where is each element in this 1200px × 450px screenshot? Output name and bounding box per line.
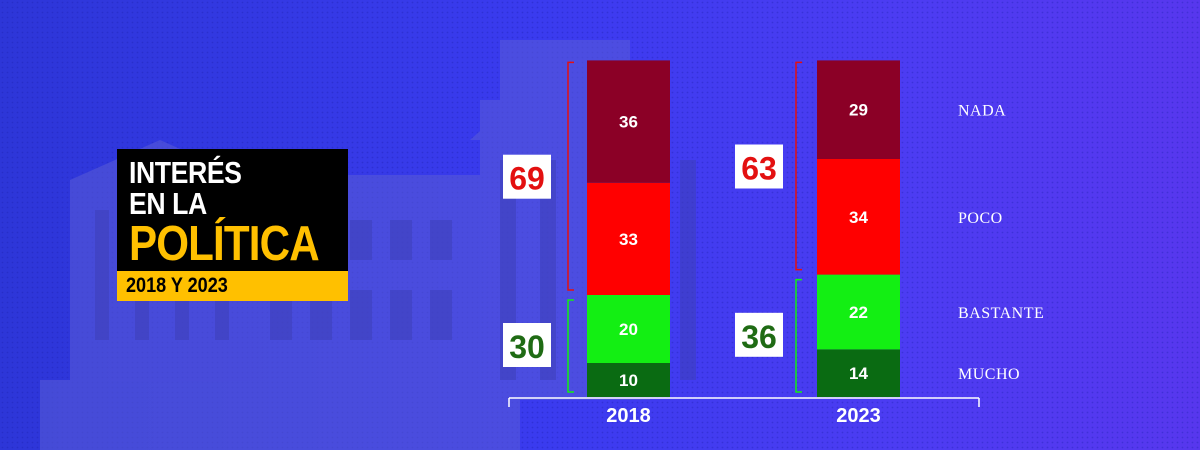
bar-mucho-2023 [817, 349, 900, 397]
data-label-bastante-2023: 22 [849, 303, 868, 322]
data-label-nada-2023: 29 [849, 101, 868, 120]
data-label-mucho-2018: 10 [619, 371, 638, 390]
data-label-mucho-2023: 14 [849, 364, 868, 383]
bar-poco-2023 [817, 159, 900, 275]
bar-nada-2023 [817, 60, 900, 159]
chart-title-block: INTERÉS EN LA POLÍTICA 2018 Y 2023 [117, 149, 348, 301]
legend-label-nada: NADA [958, 103, 1006, 120]
total-negative-2023: 63 [741, 151, 777, 187]
x-tick-label-2018: 2018 [606, 405, 651, 427]
bar-poco-2018 [587, 182, 670, 295]
bracket-positive-2023 [795, 278, 802, 393]
legend-label-bastante: BASTANTE [958, 305, 1044, 322]
total-box-negative-2023 [735, 144, 783, 189]
data-label-bastante-2018: 20 [619, 320, 638, 339]
legend-label-mucho: MUCHO [958, 366, 1020, 383]
bar-mucho-2018 [587, 363, 670, 397]
bracket-negative-2023 [795, 61, 802, 271]
bar-bastante-2023 [817, 274, 900, 350]
total-positive-2018: 30 [509, 329, 545, 365]
total-box-negative-2018 [503, 154, 551, 199]
x-tick-label-2023: 2023 [836, 405, 881, 427]
data-label-poco-2023: 34 [849, 208, 868, 227]
total-positive-2023: 36 [741, 319, 777, 355]
bar-nada-2018 [587, 60, 670, 183]
bracket-negative-2018 [567, 61, 574, 291]
bar-bastante-2018 [587, 295, 670, 363]
data-label-nada-2018: 36 [619, 113, 638, 132]
title-line-3: POLÍTICA [129, 217, 320, 271]
title-line-1: INTERÉS [129, 155, 242, 190]
data-label-poco-2018: 33 [619, 230, 638, 249]
subtitle-box: 2018 Y 2023 [117, 271, 348, 301]
legend-label-poco: POCO [958, 210, 1003, 227]
bracket-positive-2018 [567, 299, 574, 393]
title-box: INTERÉS EN LA POLÍTICA [117, 149, 348, 271]
chart-subtitle: 2018 Y 2023 [126, 274, 228, 297]
total-box-positive-2023 [735, 312, 783, 357]
total-negative-2018: 69 [509, 161, 545, 197]
total-box-positive-2018 [503, 323, 551, 367]
title-line-2: EN LA [129, 186, 207, 221]
x-axis-line [508, 397, 980, 407]
